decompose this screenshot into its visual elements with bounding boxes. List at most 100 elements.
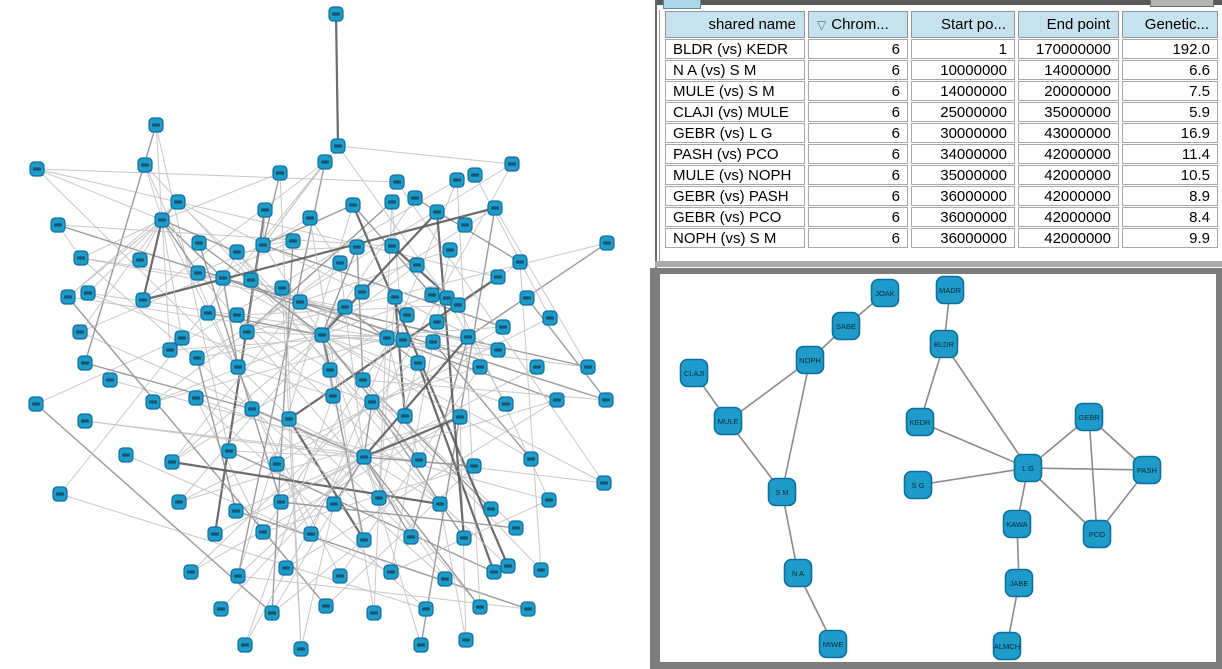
network-node[interactable]	[274, 280, 290, 296]
network-node[interactable]	[429, 204, 445, 220]
network-node[interactable]	[337, 299, 353, 315]
network-node[interactable]	[188, 390, 204, 406]
network-node[interactable]	[29, 161, 45, 177]
network-node[interactable]	[379, 330, 395, 346]
network-node[interactable]	[281, 411, 297, 427]
network-node[interactable]	[302, 210, 318, 226]
network-node[interactable]	[371, 490, 387, 506]
subnetwork-node-MADR[interactable]: MADR	[935, 275, 965, 305]
network-node[interactable]	[52, 486, 68, 502]
network-node[interactable]	[452, 409, 468, 425]
subnetwork-node-CLAJI[interactable]: CLAJI	[679, 358, 709, 388]
network-node[interactable]	[229, 307, 245, 323]
subnetwork-node-JOAK[interactable]: JOAK	[870, 278, 900, 308]
network-node[interactable]	[278, 560, 294, 576]
network-node[interactable]	[450, 297, 466, 313]
subnetwork-canvas[interactable]: JOAK MADR SABE BLDR NOPH CLAJI MULE KEDR GEBR L G…	[660, 274, 1216, 662]
network-node[interactable]	[72, 324, 88, 340]
network-node[interactable]	[523, 451, 539, 467]
network-node[interactable]	[356, 532, 372, 548]
network-node[interactable]	[483, 501, 499, 517]
network-node[interactable]	[598, 392, 614, 408]
network-node[interactable]	[495, 319, 511, 335]
network-node[interactable]	[424, 287, 440, 303]
network-node[interactable]	[318, 598, 334, 614]
column-header-startpo[interactable]: Start po...	[911, 11, 1015, 38]
network-node[interactable]	[164, 454, 180, 470]
subnetwork-node-JABE[interactable]: JABE	[1004, 568, 1034, 598]
subnetwork-node-PASH[interactable]: PASH	[1132, 455, 1162, 485]
network-node[interactable]	[154, 212, 170, 228]
network-node[interactable]	[77, 413, 93, 429]
network-node[interactable]	[118, 447, 134, 463]
network-node[interactable]	[466, 458, 482, 474]
network-node[interactable]	[137, 157, 153, 173]
network-node[interactable]	[356, 449, 372, 465]
network-node[interactable]	[345, 197, 361, 213]
network-node[interactable]	[596, 475, 612, 491]
network-node[interactable]	[355, 372, 371, 388]
network-node[interactable]	[387, 289, 403, 305]
network-node[interactable]	[508, 520, 524, 536]
network-node[interactable]	[533, 562, 549, 578]
network-node[interactable]	[472, 599, 488, 615]
network-node[interactable]	[383, 564, 399, 580]
network-node[interactable]	[228, 503, 244, 519]
table-row[interactable]: N A (vs) S M 6 10000000 14000000 6.6	[665, 60, 1218, 80]
network-node[interactable]	[457, 217, 473, 233]
network-node[interactable]	[255, 237, 271, 253]
network-node[interactable]	[303, 526, 319, 542]
subnetwork-edge-NOPH-S M[interactable]	[781, 359, 811, 493]
table-row[interactable]: MULE (vs) NOPH 6 35000000 42000000 10.5	[665, 165, 1218, 185]
network-node[interactable]	[229, 244, 245, 260]
network-node[interactable]	[317, 154, 333, 170]
network-node[interactable]	[273, 494, 289, 510]
network-node[interactable]	[73, 250, 89, 266]
subnetwork-node-MIWE[interactable]: MIWE	[818, 629, 848, 659]
network-node[interactable]	[50, 217, 66, 233]
network-node[interactable]	[102, 372, 118, 388]
network-node[interactable]	[500, 558, 516, 574]
network-node[interactable]	[239, 324, 255, 340]
subnetwork-node-PCO[interactable]: PCO	[1082, 519, 1112, 549]
network-node[interactable]	[467, 167, 483, 183]
network-node[interactable]	[189, 350, 205, 366]
subnetwork-node-BLDR[interactable]: BLDR	[929, 329, 959, 359]
network-node[interactable]	[292, 294, 308, 310]
subnetwork-edge-S G-L G[interactable]	[917, 467, 1029, 486]
table-row[interactable]: GEBR (vs) PASH 6 36000000 42000000 8.9	[665, 186, 1218, 206]
network-node[interactable]	[389, 174, 405, 190]
subnetwork-node-SG[interactable]: S G	[903, 470, 933, 500]
network-node[interactable]	[264, 605, 280, 621]
network-node[interactable]	[255, 524, 271, 540]
network-node[interactable]	[418, 601, 434, 617]
network-node[interactable]	[213, 601, 229, 617]
network-node[interactable]	[269, 456, 285, 472]
table-row[interactable]: GEBR (vs) PCO 6 36000000 42000000 8.4	[665, 207, 1218, 227]
network-node[interactable]	[272, 165, 288, 181]
column-header-sharedname[interactable]: shared name	[665, 11, 805, 38]
network-node[interactable]	[472, 359, 488, 375]
network-node[interactable]	[413, 637, 429, 653]
network-node[interactable]	[364, 394, 380, 410]
network-node[interactable]	[486, 564, 502, 580]
network-node[interactable]	[148, 117, 164, 133]
network-node[interactable]	[456, 530, 472, 546]
network-node[interactable]	[411, 452, 427, 468]
network-node[interactable]	[243, 272, 259, 288]
network-node[interactable]	[326, 496, 342, 512]
network-node[interactable]	[332, 255, 348, 271]
column-header-genetic[interactable]: Genetic...	[1122, 11, 1218, 38]
network-node[interactable]	[221, 443, 237, 459]
network-node[interactable]	[322, 362, 338, 378]
network-node[interactable]	[410, 355, 426, 371]
network-node[interactable]	[399, 307, 415, 323]
network-node[interactable]	[285, 233, 301, 249]
network-node[interactable]	[174, 330, 190, 346]
network-node[interactable]	[529, 359, 545, 375]
subnetwork-node-GEBR[interactable]: GEBR	[1074, 402, 1104, 432]
subnetwork-edge-PASH-L G[interactable]	[1027, 467, 1148, 471]
column-header-endpoint[interactable]: End point	[1018, 11, 1119, 38]
subnetwork-node-KAWA[interactable]: KAWA	[1002, 509, 1032, 539]
network-node[interactable]	[458, 632, 474, 648]
